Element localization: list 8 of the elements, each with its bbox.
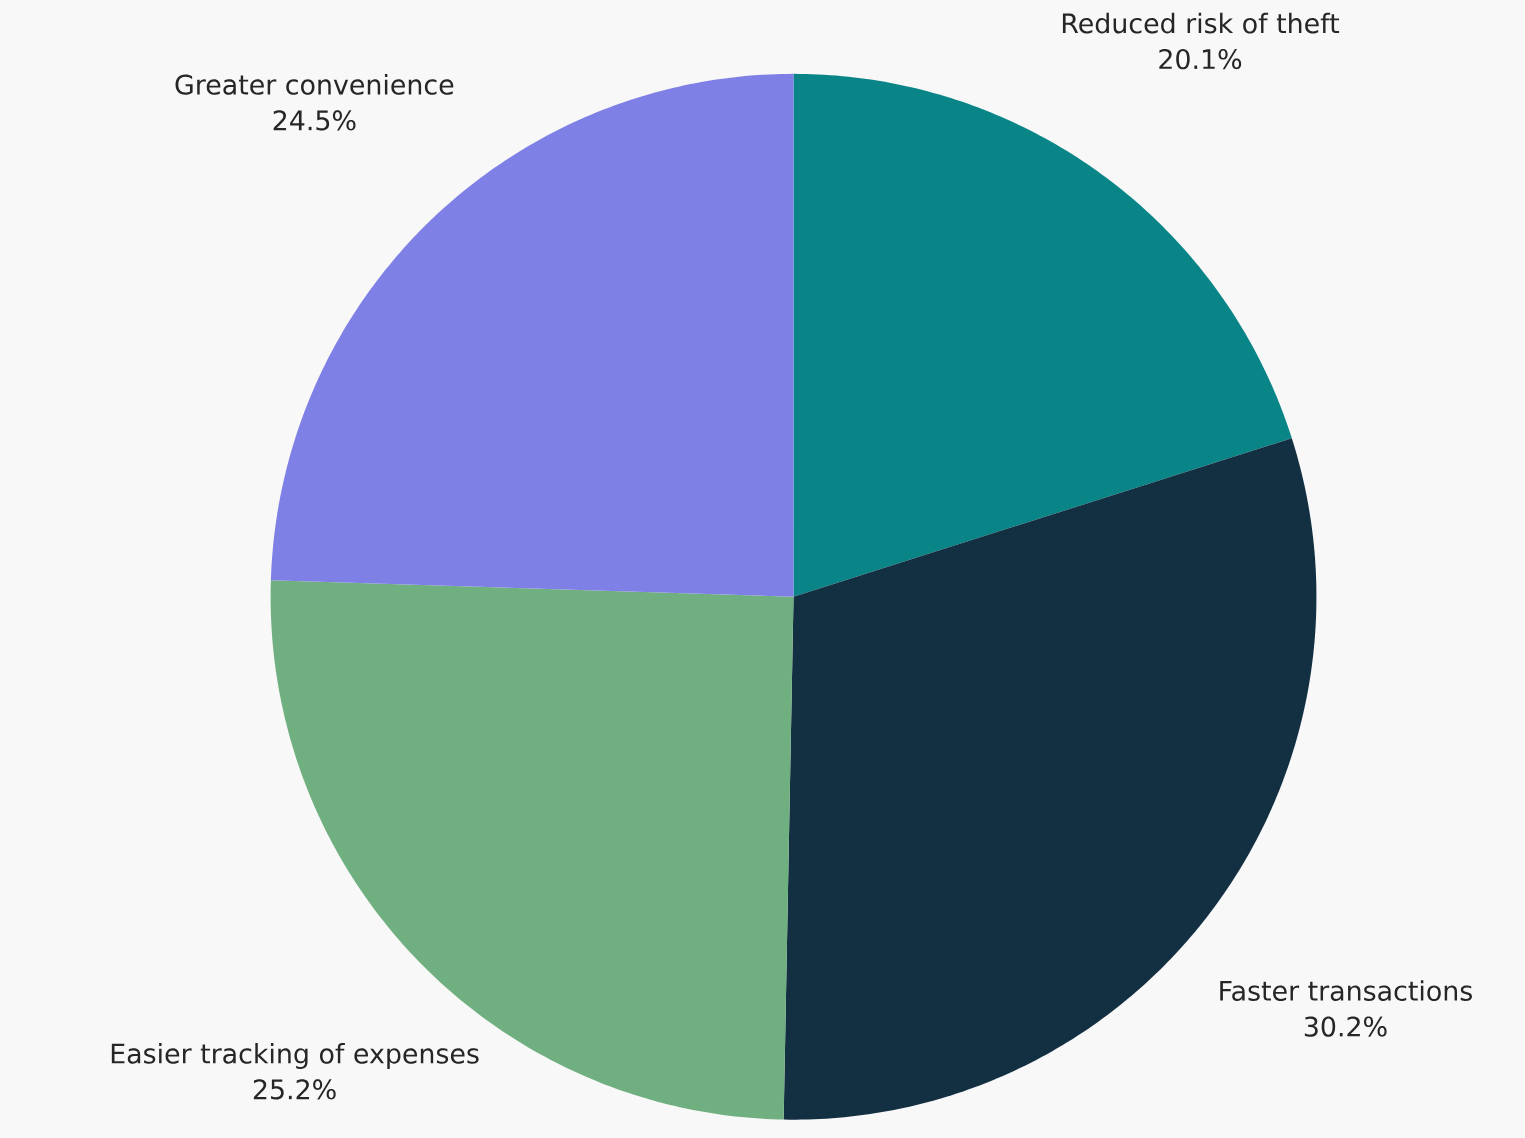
data-label: 20.1%: [1159, 49, 1242, 70]
slice-label: Faster transactions: [1220, 980, 1472, 1002]
slice-label: Easier tracking of expenses: [111, 1043, 479, 1070]
data-label: 24.5%: [273, 110, 356, 131]
slice-label: Reduced risk of theft: [1062, 12, 1340, 34]
slice-label: Greater convenience: [175, 74, 454, 95]
data-label: 30.2%: [1304, 1016, 1387, 1037]
data-label: 25.2%: [253, 1079, 336, 1100]
